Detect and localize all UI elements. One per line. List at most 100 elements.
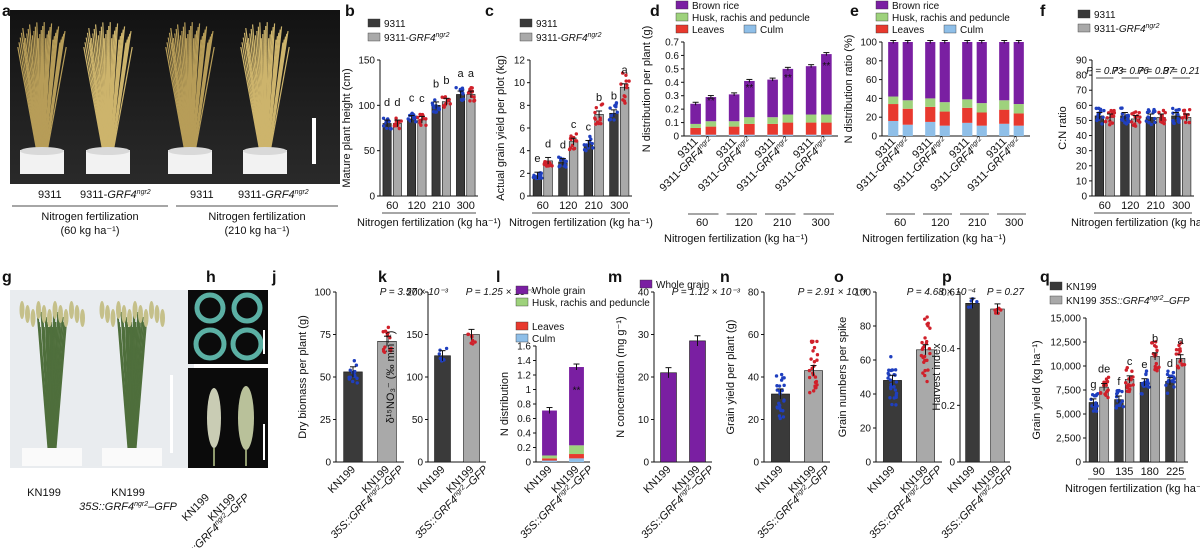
rice-tiller xyxy=(45,46,67,159)
wheat-spike xyxy=(143,309,149,327)
chart-k-point xyxy=(469,341,473,345)
chart-b-point xyxy=(418,112,422,117)
legend-l-grain-swatch xyxy=(515,285,529,295)
chart-c-y-tick-label: 4 xyxy=(519,146,525,157)
chart-n-point xyxy=(779,372,784,377)
wheat-spike xyxy=(160,309,165,327)
chart-e-y-label: N distribution ratio (%) xyxy=(843,35,855,144)
chart-f-point xyxy=(1152,107,1156,112)
chart-k-bar xyxy=(463,334,480,463)
chart-m-y-tick-label: 0 xyxy=(643,458,649,469)
legend-l-husk-swatch xyxy=(515,297,529,307)
chart-f-point xyxy=(1144,119,1149,123)
chart-f-point xyxy=(1125,117,1130,121)
legend-l-grain-text: Whole grain xyxy=(532,286,585,297)
chart-q-point xyxy=(1105,389,1110,393)
chart-l-y-tick-label: 1.4 xyxy=(517,356,531,367)
chart-f-y-tick-label: 90 xyxy=(1076,56,1088,67)
wheat-spike xyxy=(127,309,132,327)
chart-d-segment-culm xyxy=(690,134,701,136)
chart-e-segment-husk xyxy=(976,103,987,113)
chart-p-y-tick-label: 0.6 xyxy=(941,288,955,299)
legend-l-culm-swatch xyxy=(515,333,529,343)
chart-k-point xyxy=(444,346,449,351)
chart-q-letter: e xyxy=(1141,359,1147,371)
chart-e-segment-leaves xyxy=(888,104,899,121)
chart-c-point xyxy=(594,105,599,110)
chart-c-point xyxy=(588,134,592,139)
chart-c-x-tick-label: 300 xyxy=(610,200,628,212)
chart-q-point xyxy=(1170,379,1174,383)
chart-n-point xyxy=(810,366,814,371)
chart-e-segment-husk xyxy=(888,96,899,105)
legend-d-culm-swatch xyxy=(743,24,757,34)
chart-c-point xyxy=(568,136,573,141)
chart-e-segment-leaves xyxy=(999,109,1010,124)
legend-d-leaves-text: Leaves xyxy=(692,25,724,36)
chart-f-point xyxy=(1147,120,1151,125)
chart-p-y-tick-label: 0.4 xyxy=(941,344,955,355)
wheat-spike-photo xyxy=(188,368,268,468)
wheat-spike xyxy=(63,309,69,327)
chart-d-segment-leaves xyxy=(821,122,832,135)
chart-b-point xyxy=(419,123,423,127)
chart-b-letter: d xyxy=(384,97,390,109)
chart-f-y-tick-label: 40 xyxy=(1076,131,1088,142)
chart-p-pvalue: P = 0.27 xyxy=(987,287,1025,298)
legend-m-grain-text: Whole grain xyxy=(656,280,709,291)
chart-f-point xyxy=(1171,111,1175,115)
chart-q-point xyxy=(1106,395,1110,400)
chart-b-letter: c xyxy=(409,92,415,104)
chart-d-segment-culm xyxy=(728,134,740,136)
chart-b-letter: a xyxy=(458,68,465,80)
chart-d-segment-husk xyxy=(782,114,794,123)
chart-k-x-tick-label: 35S::GRF4ngr2–GFP xyxy=(413,463,491,541)
panel-label-c: c xyxy=(485,3,494,20)
rice-tiller xyxy=(190,23,201,159)
rice-tiller xyxy=(111,31,132,159)
legend-e-husk-text: Husk, rachis and peduncle xyxy=(892,13,1010,24)
chart-n-y-tick-label: 80 xyxy=(748,288,760,299)
chart-c-letter: d xyxy=(545,138,551,150)
chart-o-point xyxy=(925,379,929,384)
chart-q-point xyxy=(1130,369,1134,373)
chart-q-point xyxy=(1124,368,1128,372)
chart-q-point xyxy=(1174,352,1178,356)
chart-n-point xyxy=(812,345,817,350)
chart-c-letter: c xyxy=(586,121,592,133)
chart-f-point xyxy=(1176,119,1181,124)
chart-o-point xyxy=(925,358,929,363)
chart-d-x-tick-label: 300 xyxy=(812,217,830,229)
chart-f-point xyxy=(1102,108,1106,113)
chart-b-point xyxy=(381,116,386,120)
chart-f-point xyxy=(1094,106,1098,111)
chart-b-letter: c xyxy=(419,93,425,105)
panel-label-o: o xyxy=(834,269,844,286)
chart-c-x-tick-label: 120 xyxy=(559,200,577,212)
chart-k-y-tick-label: 50 xyxy=(412,415,424,426)
label-a-grf4-1: 9311-GRF4ngr2 xyxy=(80,189,151,201)
chart-m-y-tick-label: 30 xyxy=(638,330,650,341)
chart-b-point xyxy=(433,98,437,102)
chart-j-point xyxy=(350,379,355,384)
chart-o-point xyxy=(886,371,890,376)
chart-q-point xyxy=(1178,349,1182,353)
chart-b-x-tick-label: 210 xyxy=(432,200,450,212)
chart-l-y-tick-label: 0.8 xyxy=(517,400,531,411)
chart-o-point xyxy=(894,395,898,399)
wheat-spike xyxy=(110,309,116,327)
chart-n-point xyxy=(775,406,780,410)
chart-j-point xyxy=(347,375,351,380)
chart-f-point xyxy=(1100,122,1104,126)
chart-e-y-tick-label: 100 xyxy=(860,38,877,49)
chart-k-y-tick-label: 200 xyxy=(406,288,423,299)
chart-b-point xyxy=(424,123,428,127)
chart-f-bar xyxy=(1181,117,1192,197)
chart-e-segment-leaves xyxy=(939,111,950,126)
chart-q-point xyxy=(1153,364,1157,369)
chart-b-y-label: Mature plant height (cm) xyxy=(341,68,353,187)
chart-f-pvalue: P = 0.37 xyxy=(1137,66,1175,77)
chart-d-segment-culm xyxy=(744,134,755,136)
chart-k-bar xyxy=(434,355,451,463)
chart-e-x-tick-label: 120 xyxy=(931,217,949,229)
